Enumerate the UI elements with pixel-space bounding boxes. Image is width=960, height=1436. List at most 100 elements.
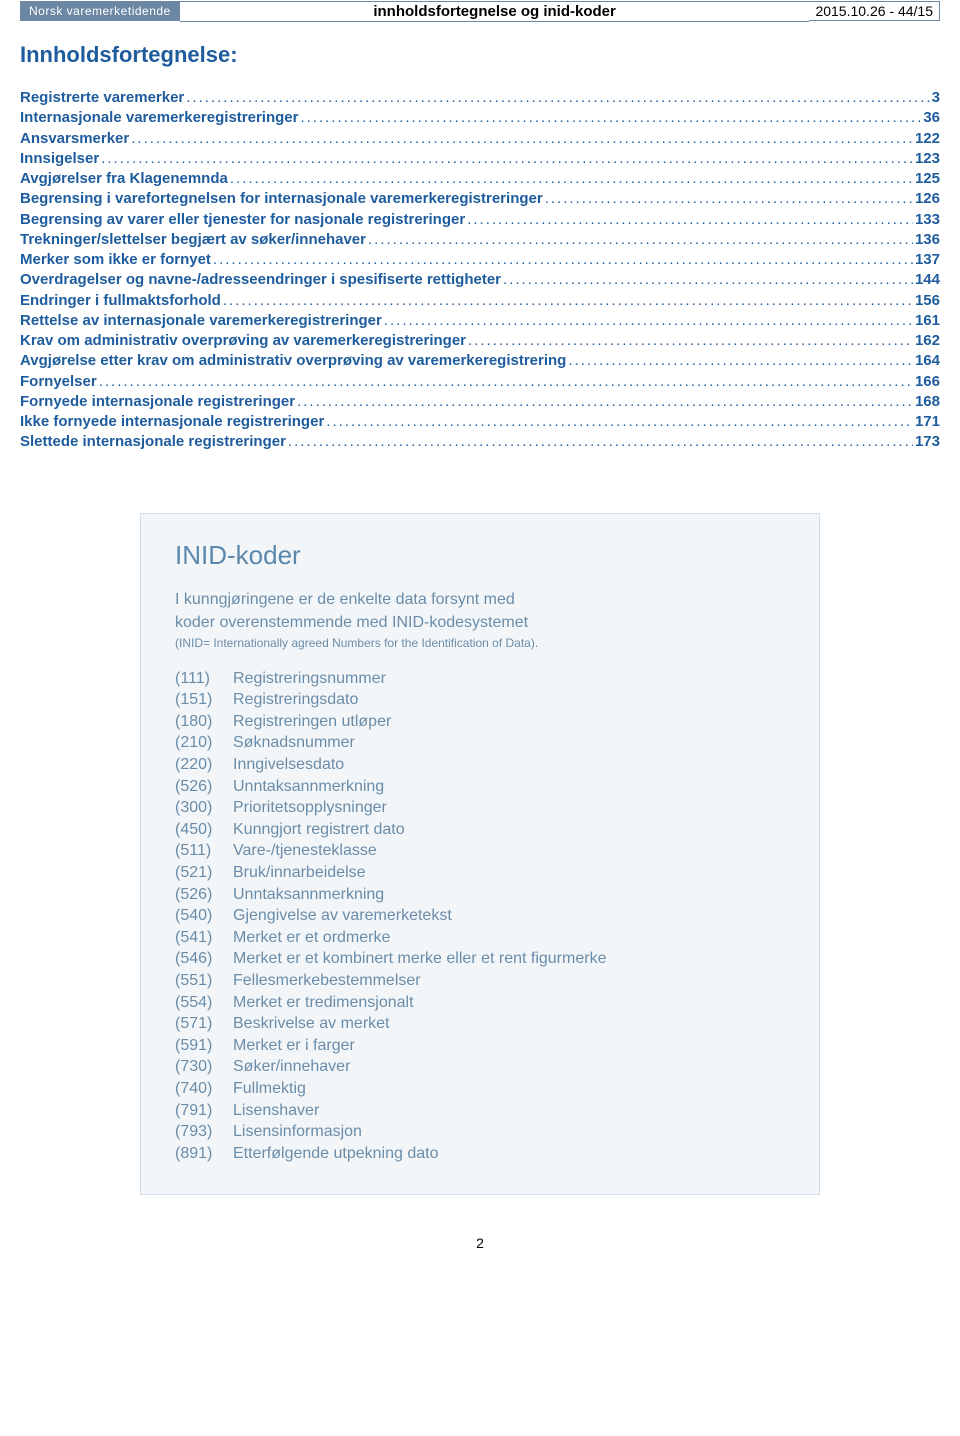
inid-code: (793): [175, 1121, 233, 1143]
toc-label: Fornyede internasjonale registreringer: [20, 392, 295, 412]
header-issue: 2015.10.26 - 44/15: [809, 1, 940, 21]
toc-row[interactable]: Slettede internasjonale registreringer17…: [20, 432, 940, 452]
toc-dots: [326, 412, 913, 432]
toc-dots: [300, 108, 921, 128]
inid-codes-box: INID-koder I kunngjøringene er de enkelt…: [140, 513, 820, 1196]
inid-code: (526): [175, 776, 233, 798]
inid-row: (111)Registreringsnummer: [175, 668, 785, 690]
toc-dots: [101, 149, 913, 169]
inid-label: Beskrivelse av merket: [233, 1013, 390, 1035]
toc-page: 168: [915, 392, 940, 412]
inid-label: Merket er et kombinert merke eller et re…: [233, 948, 606, 970]
toc-row[interactable]: Trekninger/slettelser begjært av søker/i…: [20, 230, 940, 250]
inid-row: (450)Kunngjort registrert dato: [175, 819, 785, 841]
toc-label: Innsigelser: [20, 149, 99, 169]
inid-code: (891): [175, 1143, 233, 1165]
inid-row: (526)Unntaksannmerkning: [175, 776, 785, 798]
inid-code: (300): [175, 797, 233, 819]
toc-dots: [467, 210, 913, 230]
inid-label: Registreringsnummer: [233, 668, 386, 690]
inid-row: (554)Merket er tredimensjonalt: [175, 992, 785, 1014]
inid-code: (791): [175, 1100, 233, 1122]
toc-row[interactable]: Avgjørelse etter krav om administrativ o…: [20, 351, 940, 371]
toc-row[interactable]: Fornyede internasjonale registreringer 16…: [20, 392, 940, 412]
toc-dots: [384, 311, 913, 331]
toc-label: Begrensing av varer eller tjenester for …: [20, 210, 465, 230]
inid-code: (111): [175, 668, 233, 690]
toc-page: 137: [915, 250, 940, 270]
inid-row: (546)Merket er et kombinert merke eller …: [175, 948, 785, 970]
toc-page: 123: [915, 149, 940, 169]
toc-row[interactable]: Begrensing i varefortegnelsen for intern…: [20, 189, 940, 209]
inid-intro-line1: I kunngjøringene er de enkelte data fors…: [175, 589, 785, 611]
inid-label: Registreringen utløper: [233, 711, 391, 733]
inid-label: Merket er i farger: [233, 1035, 355, 1057]
inid-code: (450): [175, 819, 233, 841]
inid-code: (591): [175, 1035, 233, 1057]
inid-label: Vare-/tjenesteklasse: [233, 840, 377, 862]
toc-label: Begrensing i varefortegnelsen for intern…: [20, 189, 543, 209]
toc-row[interactable]: Fornyelser 166: [20, 372, 940, 392]
inid-code: (546): [175, 948, 233, 970]
inid-row: (740)Fullmektig: [175, 1078, 785, 1100]
inid-code: (740): [175, 1078, 233, 1100]
inid-row: (526)Unntaksannmerkning: [175, 884, 785, 906]
inid-code: (210): [175, 732, 233, 754]
toc-row[interactable]: Ansvarsmerker122: [20, 129, 940, 149]
inid-label: Søknadsnummer: [233, 732, 355, 754]
toc-row[interactable]: Krav om administrativ overprøving av var…: [20, 331, 940, 351]
toc-label: Endringer i fullmaktsforhold: [20, 291, 221, 311]
toc-row[interactable]: Innsigelser 123: [20, 149, 940, 169]
toc-row[interactable]: Internasjonale varemerkeregistreringer36: [20, 108, 940, 128]
toc-row[interactable]: Registrerte varemerker 3: [20, 88, 940, 108]
inid-label: Fellesmerkebestemmelser: [233, 970, 421, 992]
toc-row[interactable]: Endringer i fullmaktsforhold156: [20, 291, 940, 311]
toc-page: 162: [915, 331, 940, 351]
inid-row: (730)Søker/innehaver: [175, 1056, 785, 1078]
toc-label: Slettede internasjonale registreringer: [20, 432, 286, 452]
toc-label: Krav om administrativ overprøving av var…: [20, 331, 466, 351]
toc-row[interactable]: Avgjørelser fra Klagenemnda125: [20, 169, 940, 189]
inid-code: (180): [175, 711, 233, 733]
toc-dots: [186, 88, 929, 108]
toc-page: 36: [923, 108, 940, 128]
page-title: Innholdsfortegnelse:: [20, 42, 940, 68]
inid-code: (151): [175, 689, 233, 711]
toc-row[interactable]: Begrensing av varer eller tjenester for …: [20, 210, 940, 230]
toc-page: 171: [915, 412, 940, 432]
inid-row: (511)Vare-/tjenesteklasse: [175, 840, 785, 862]
toc-label: Overdragelser og navne-/adresseendringer…: [20, 270, 501, 290]
inid-row: (791)Lisenshaver: [175, 1100, 785, 1122]
toc-dots: [368, 230, 913, 250]
toc-page: 133: [915, 210, 940, 230]
toc-dots: [230, 169, 913, 189]
toc-label: Ansvarsmerker: [20, 129, 129, 149]
inid-label: Registreringsdato: [233, 689, 358, 711]
inid-label: Lisensinformasjon: [233, 1121, 362, 1143]
toc-label: Ikke fornyede internasjonale registrerin…: [20, 412, 324, 432]
toc-label: Fornyelser: [20, 372, 97, 392]
inid-label: Unntaksannmerkning: [233, 884, 384, 906]
inid-label: Lisenshaver: [233, 1100, 319, 1122]
header-title: innholdsfortegnelse og inid-koder: [180, 1, 810, 22]
inid-label: Etterfølgende utpekning dato: [233, 1143, 438, 1165]
inid-row: (220)Inngivelsesdato: [175, 754, 785, 776]
toc-row[interactable]: Overdragelser og navne-/adresseendringer…: [20, 270, 940, 290]
toc-page: 3: [932, 88, 940, 108]
toc-label: Registrerte varemerker: [20, 88, 184, 108]
toc-page: 161: [915, 311, 940, 331]
toc-row[interactable]: Rettelse av internasjonale varemerkeregi…: [20, 311, 940, 331]
toc-label: Avgjørelser fra Klagenemnda: [20, 169, 228, 189]
inid-label: Merket er tredimensjonalt: [233, 992, 414, 1014]
toc-row[interactable]: Ikke fornyede internasjonale registrerin…: [20, 412, 940, 432]
inid-code: (526): [175, 884, 233, 906]
toc-page: 164: [915, 351, 940, 371]
toc-page: 144: [915, 270, 940, 290]
inid-row: (300)Prioritetsopplysninger: [175, 797, 785, 819]
inid-row: (571)Beskrivelse av merket: [175, 1013, 785, 1035]
inid-row: (521)Bruk/innarbeidelse: [175, 862, 785, 884]
inid-code: (541): [175, 927, 233, 949]
toc-page: 166: [915, 372, 940, 392]
toc-label: Merker som ikke er fornyet: [20, 250, 211, 270]
toc-row[interactable]: Merker som ikke er fornyet 137: [20, 250, 940, 270]
